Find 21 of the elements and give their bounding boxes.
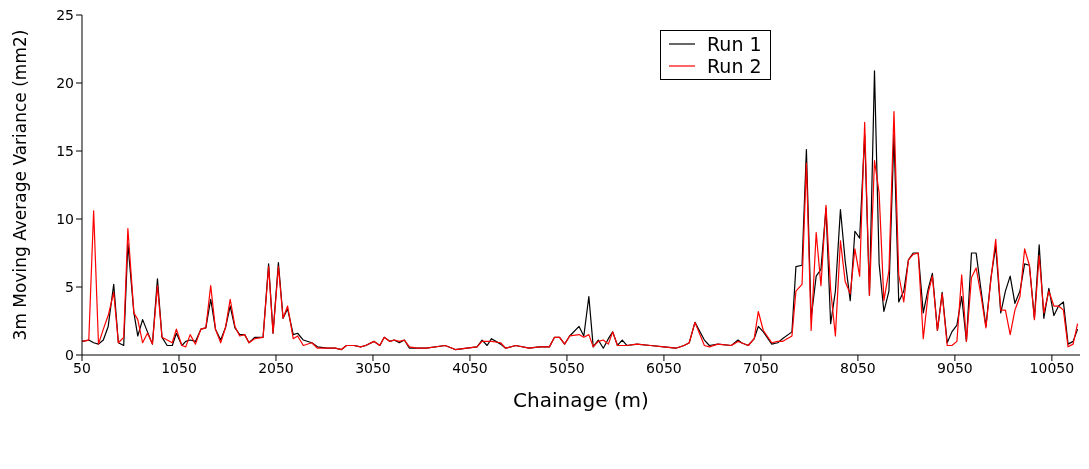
y-axis-title: 3m Moving Average Variance (mm2) [10, 29, 31, 341]
legend-label: Run 2 [707, 55, 762, 77]
y-tick-label: 0 [65, 346, 74, 363]
x-tick-label: 4050 [452, 359, 488, 376]
y-tick-label: 10 [56, 210, 74, 227]
x-tick-label: 3050 [355, 359, 391, 376]
y-tick-label: 5 [65, 278, 74, 295]
x-tick-label: 7050 [743, 359, 779, 376]
x-tick-label: 8050 [840, 359, 876, 376]
x-tick-label: 1050 [161, 359, 197, 376]
legend-label: Run 1 [707, 33, 762, 55]
x-tick-label: 9050 [937, 359, 973, 376]
x-tick-label: 5050 [549, 359, 585, 376]
y-tick-label: 15 [56, 142, 74, 159]
x-axis-title: Chainage (m) [513, 388, 649, 412]
x-tick-label: 6050 [646, 359, 682, 376]
y-tick-label: 25 [56, 6, 74, 23]
x-tick-label: 2050 [258, 359, 294, 376]
x-tick-label: 10050 [1029, 359, 1075, 376]
y-tick-label: 20 [56, 74, 74, 91]
x-tick-label: 50 [73, 359, 91, 376]
